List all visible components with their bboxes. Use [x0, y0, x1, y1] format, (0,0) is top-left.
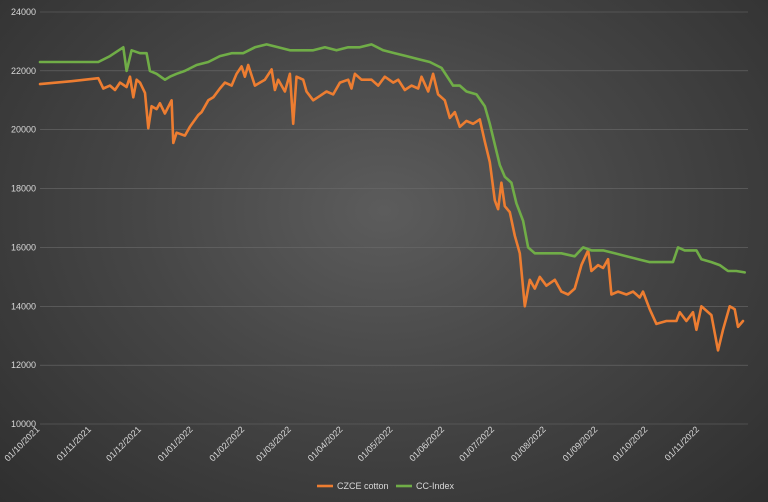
x-tick-label: 01/09/2022 — [561, 424, 600, 463]
y-tick-label: 22000 — [11, 66, 36, 76]
legend: CZCE cotton CC-Index — [317, 481, 455, 491]
x-tick-label: 01/04/2022 — [306, 424, 345, 463]
x-tick-label: 01/12/2021 — [104, 424, 143, 463]
series-line-0 — [38, 63, 745, 352]
y-tick-label: 24000 — [11, 7, 36, 17]
x-tick-label: 01/06/2022 — [407, 424, 446, 463]
x-tick-label: 01/07/2022 — [457, 424, 496, 463]
series-lines — [38, 43, 746, 352]
legend-label-1: CC-Index — [416, 481, 455, 491]
y-tick-label: 12000 — [11, 360, 36, 370]
x-tick-label: 01/05/2022 — [356, 424, 395, 463]
x-tick-label: 01/10/2021 — [2, 424, 41, 463]
x-tick-label: 01/11/2022 — [663, 424, 701, 462]
y-tick-label: 20000 — [11, 125, 36, 135]
x-tick-label: 01/11/2021 — [55, 424, 93, 462]
x-tick-label: 01/08/2022 — [509, 424, 548, 463]
y-axis: 10000 12000 14000 16000 18000 20000 22000 24000 — [11, 7, 36, 429]
y-tick-label: 10000 — [11, 419, 36, 429]
x-tick-label: 01/10/2022 — [611, 424, 650, 463]
legend-label-0: CZCE cotton — [337, 481, 389, 491]
y-tick-label: 16000 — [11, 242, 36, 252]
x-axis: 01/10/2021 01/11/2021 01/12/2021 01/01/2022… — [2, 424, 701, 463]
x-tick-label: 01/01/2022 — [156, 424, 195, 463]
y-tick-label: 18000 — [11, 184, 36, 194]
x-tick-label: 01/02/2022 — [207, 424, 246, 463]
y-tick-label: 14000 — [11, 301, 36, 311]
gridlines — [40, 11, 748, 425]
x-tick-label: 01/03/2022 — [254, 424, 293, 463]
series-line-1 — [38, 43, 746, 274]
